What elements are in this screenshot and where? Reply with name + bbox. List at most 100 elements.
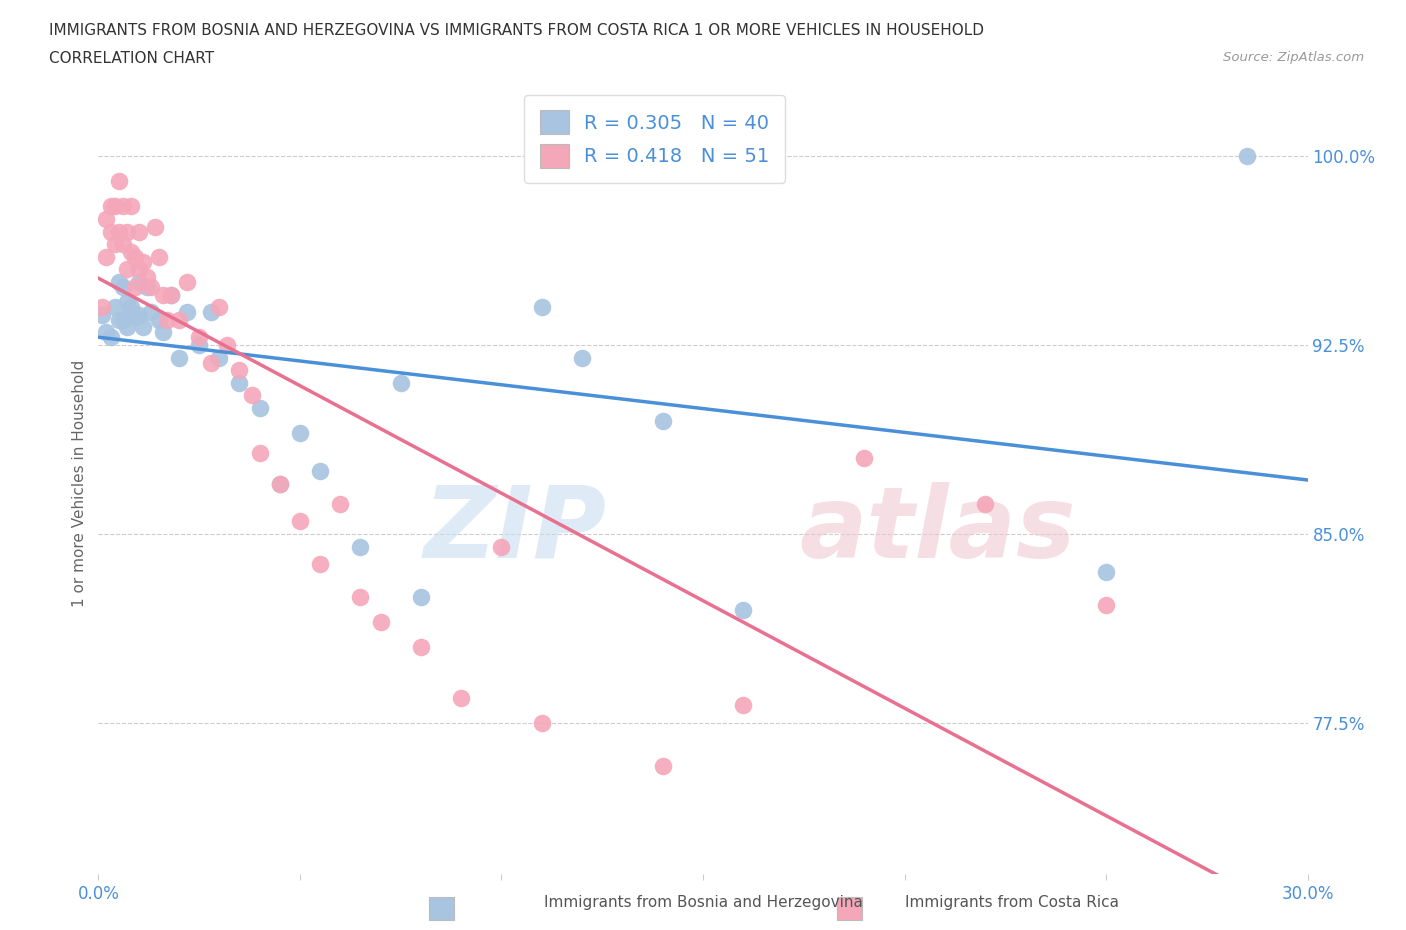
Point bbox=[107, 312, 129, 327]
FancyBboxPatch shape bbox=[837, 897, 862, 920]
Point bbox=[409, 640, 432, 655]
Point bbox=[103, 199, 125, 214]
Point bbox=[91, 299, 114, 314]
Point bbox=[1095, 597, 1118, 612]
Point bbox=[329, 497, 352, 512]
Point bbox=[120, 299, 142, 314]
Point bbox=[107, 224, 129, 239]
Point bbox=[208, 351, 231, 365]
Point bbox=[249, 401, 271, 416]
Point bbox=[152, 325, 174, 339]
Point bbox=[100, 330, 122, 345]
Point bbox=[530, 299, 553, 314]
Point bbox=[269, 476, 291, 491]
Text: Source: ZipAtlas.com: Source: ZipAtlas.com bbox=[1223, 51, 1364, 64]
Point bbox=[115, 295, 138, 310]
Point bbox=[128, 224, 150, 239]
Point bbox=[115, 262, 138, 277]
Text: Immigrants from Bosnia and Herzegovina: Immigrants from Bosnia and Herzegovina bbox=[544, 895, 862, 910]
Point bbox=[249, 445, 271, 460]
Point bbox=[288, 514, 311, 529]
Point bbox=[96, 249, 118, 264]
Point bbox=[100, 224, 122, 239]
Point bbox=[152, 287, 174, 302]
Point bbox=[228, 363, 250, 378]
Text: IMMIGRANTS FROM BOSNIA AND HERZEGOVINA VS IMMIGRANTS FROM COSTA RICA 1 OR MORE V: IMMIGRANTS FROM BOSNIA AND HERZEGOVINA V… bbox=[49, 23, 984, 38]
Point bbox=[228, 376, 250, 391]
Point bbox=[132, 320, 155, 335]
Point bbox=[96, 211, 118, 226]
Point bbox=[450, 690, 472, 705]
Point bbox=[733, 698, 755, 712]
Point bbox=[107, 174, 129, 189]
Point bbox=[491, 539, 513, 554]
Point bbox=[128, 274, 150, 289]
Point bbox=[148, 249, 170, 264]
Legend: R = 0.305   N = 40, R = 0.418   N = 51: R = 0.305 N = 40, R = 0.418 N = 51 bbox=[524, 95, 785, 183]
Point bbox=[96, 325, 118, 339]
Y-axis label: 1 or more Vehicles in Household: 1 or more Vehicles in Household bbox=[72, 360, 87, 607]
Text: Immigrants from Costa Rica: Immigrants from Costa Rica bbox=[905, 895, 1119, 910]
Point bbox=[853, 451, 876, 466]
Point bbox=[103, 237, 125, 252]
Point bbox=[974, 497, 997, 512]
Point bbox=[111, 199, 134, 214]
Point bbox=[1236, 149, 1258, 164]
Point bbox=[135, 280, 157, 295]
Point bbox=[1095, 565, 1118, 579]
Point bbox=[349, 590, 371, 604]
Point bbox=[143, 219, 166, 234]
Point bbox=[370, 615, 392, 630]
Point bbox=[120, 305, 142, 320]
Point bbox=[160, 287, 183, 302]
Point bbox=[132, 255, 155, 270]
Point bbox=[135, 270, 157, 285]
Point bbox=[111, 312, 134, 327]
Point bbox=[156, 312, 179, 327]
Point bbox=[651, 413, 673, 428]
Point bbox=[269, 476, 291, 491]
Point bbox=[160, 287, 183, 302]
Point bbox=[240, 388, 263, 403]
Point bbox=[124, 310, 146, 325]
Point bbox=[176, 274, 198, 289]
Point bbox=[217, 338, 239, 352]
Point bbox=[128, 307, 150, 322]
Point bbox=[103, 299, 125, 314]
Point bbox=[571, 351, 593, 365]
Point bbox=[288, 426, 311, 441]
Point bbox=[124, 280, 146, 295]
Point bbox=[389, 376, 412, 391]
Point bbox=[139, 305, 162, 320]
Point bbox=[176, 305, 198, 320]
Point bbox=[188, 338, 211, 352]
Text: atlas: atlas bbox=[800, 482, 1076, 579]
Point bbox=[139, 280, 162, 295]
Point bbox=[530, 715, 553, 730]
Point bbox=[120, 199, 142, 214]
Point bbox=[309, 557, 332, 572]
Text: ZIP: ZIP bbox=[423, 482, 606, 579]
Point bbox=[124, 249, 146, 264]
Point bbox=[200, 355, 222, 370]
Point bbox=[111, 237, 134, 252]
Point bbox=[349, 539, 371, 554]
Point bbox=[167, 351, 190, 365]
Point bbox=[107, 274, 129, 289]
Point bbox=[91, 307, 114, 322]
Point bbox=[111, 280, 134, 295]
Point bbox=[100, 199, 122, 214]
Point bbox=[120, 245, 142, 259]
Point bbox=[148, 312, 170, 327]
Point bbox=[733, 602, 755, 617]
Point bbox=[188, 330, 211, 345]
Point bbox=[208, 299, 231, 314]
Point bbox=[128, 262, 150, 277]
Point bbox=[409, 590, 432, 604]
Point bbox=[309, 463, 332, 478]
Point bbox=[167, 312, 190, 327]
FancyBboxPatch shape bbox=[429, 897, 454, 920]
Text: CORRELATION CHART: CORRELATION CHART bbox=[49, 51, 214, 66]
Point bbox=[115, 320, 138, 335]
Point bbox=[115, 224, 138, 239]
